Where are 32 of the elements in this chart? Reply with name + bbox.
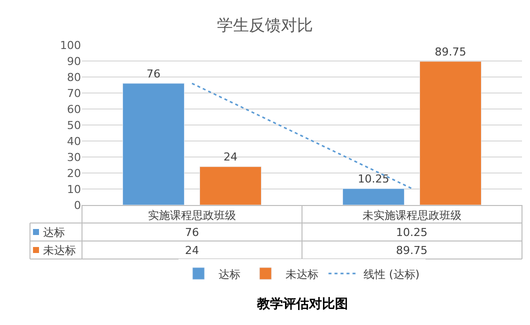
legend-label: 达标 bbox=[43, 226, 65, 239]
legend-label: 线性 (达标) bbox=[364, 268, 420, 281]
chart-title: 学生反馈对比 bbox=[217, 16, 313, 35]
y-tick-label: 90 bbox=[67, 54, 81, 68]
bar bbox=[122, 83, 185, 205]
data-label: 24 bbox=[185, 244, 199, 257]
y-tick-label: 40 bbox=[67, 134, 81, 148]
x-tick-label: 未实施课程思政班级 bbox=[362, 209, 462, 222]
x-tick-label: 实施课程思政班级 bbox=[148, 209, 236, 222]
data-label: 10.25 bbox=[396, 226, 428, 239]
text: 10.25 bbox=[358, 172, 390, 186]
y-tick-label: 50 bbox=[67, 118, 81, 132]
text: 达标 bbox=[218, 268, 240, 281]
y-tick-label: 30 bbox=[67, 150, 81, 164]
y-tick-label: 100 bbox=[60, 38, 81, 52]
bar bbox=[419, 61, 482, 205]
text: 教学评估对比图 bbox=[256, 297, 348, 312]
y-tick-label: 70 bbox=[67, 86, 81, 100]
legend-label: 未达标 bbox=[286, 268, 318, 281]
text: 24 bbox=[224, 150, 238, 164]
y-tick-label: 20 bbox=[67, 166, 81, 180]
text: 未达标 bbox=[43, 244, 76, 257]
y-tick-label: 0 bbox=[74, 198, 81, 212]
y-tick-label: 10 bbox=[67, 182, 81, 196]
text: 76 bbox=[146, 67, 160, 80]
y-tick-label: 60 bbox=[67, 102, 81, 116]
y-tick-label: 80 bbox=[67, 70, 81, 84]
data-label: 89.75 bbox=[396, 244, 428, 257]
bar bbox=[342, 188, 405, 205]
bar bbox=[199, 166, 262, 205]
data-label: 76 bbox=[185, 226, 199, 239]
text: 89.75 bbox=[434, 45, 466, 58]
